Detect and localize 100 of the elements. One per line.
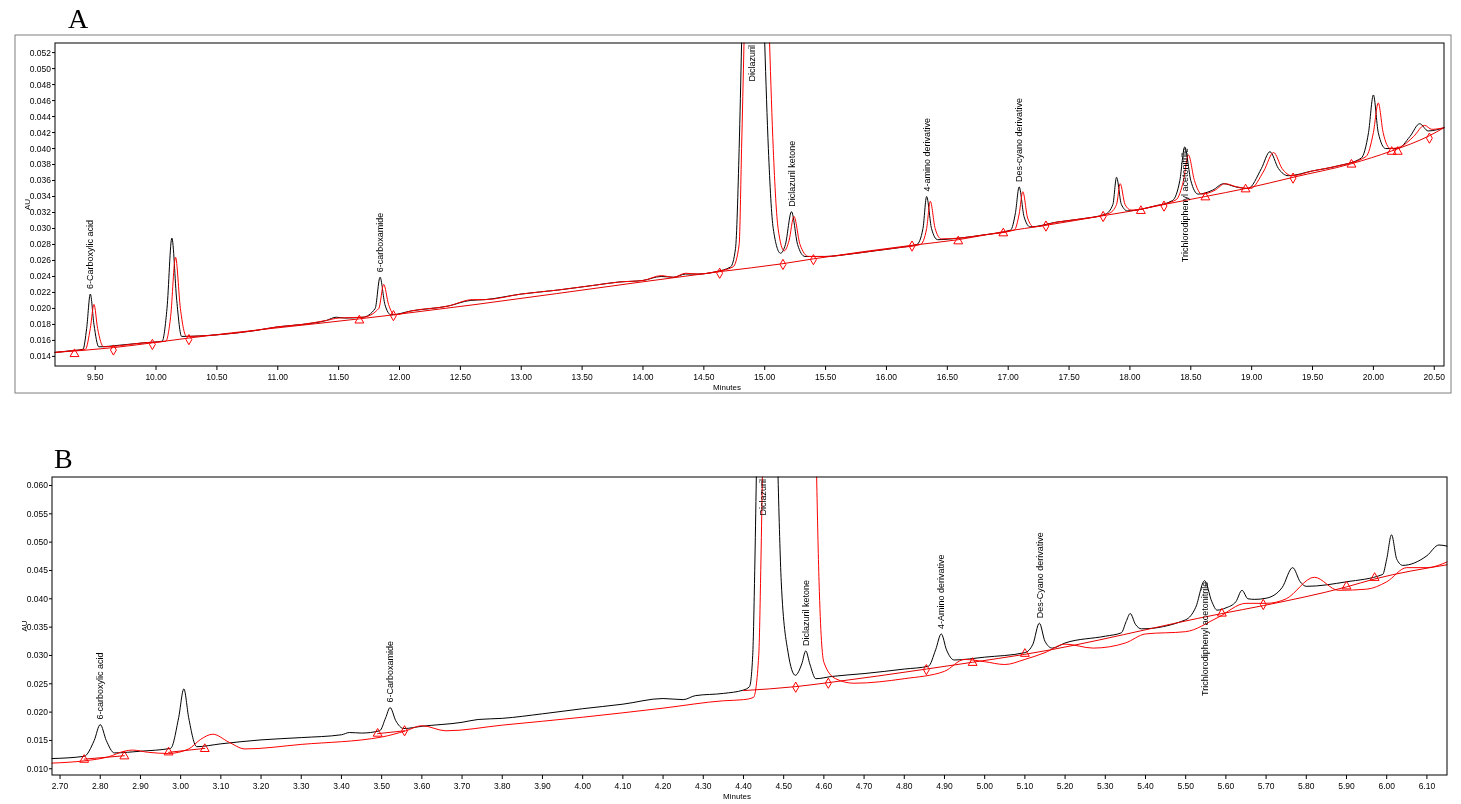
x-tick-label: 3.70	[453, 781, 471, 791]
x-tick-label: 2.80	[91, 781, 109, 791]
annotation: Trichlorodiphenyl acetonitrile	[1199, 581, 1210, 696]
y-tick-label: 0.060	[26, 480, 49, 491]
x-tick-label: 5.60	[1217, 781, 1235, 791]
x-tick-label: 18.50	[1180, 372, 1202, 382]
x-tick-label: 19.00	[1241, 372, 1263, 382]
y-tick-label: 0.050	[29, 63, 52, 74]
x-tick-label: 16.00	[875, 372, 898, 382]
y-tick-label: 0.035	[26, 622, 49, 633]
annotation: 6-carboxamide	[375, 212, 386, 273]
x-tick-label: 4.90	[936, 781, 954, 791]
x-tick-label: 15.50	[814, 372, 837, 382]
x-tick-label: 4.10	[614, 781, 632, 791]
x-tick-label: 13.00	[510, 372, 533, 382]
x-tick-label: 6.10	[1418, 781, 1436, 791]
x-tick-label: 2.70	[51, 781, 69, 791]
x-tick-label: 3.30	[292, 781, 310, 791]
y-tick-label: 0.052	[29, 47, 52, 58]
y-tick-label: 0.020	[26, 707, 49, 718]
x-tick-label: 6.00	[1378, 781, 1396, 791]
x-tick-label: 20.00	[1362, 372, 1385, 382]
y-tick-label: 0.030	[29, 223, 52, 234]
x-tick-label: 3.40	[333, 781, 350, 791]
annotation: Des-Cyano derivative	[1034, 532, 1045, 619]
x-tick-label: 5.90	[1338, 781, 1356, 791]
chart-title: A	[68, 3, 89, 34]
x-tick-label: 4.70	[855, 781, 873, 791]
y-tick-label: 0.028	[29, 239, 52, 250]
annotation: 4-Amino derivative	[936, 554, 947, 629]
x-tick-label: 14.50	[693, 372, 715, 382]
y-tick-label: 0.040	[29, 143, 52, 154]
x-tick-label: 4.20	[654, 781, 672, 791]
x-tick-label: 14.00	[632, 372, 654, 382]
x-tick-label: 13.50	[571, 372, 594, 382]
x-tick-label: 3.00	[172, 781, 190, 791]
x-tick-label: 3.20	[252, 781, 270, 791]
x-tick-label: 17.50	[1058, 372, 1080, 382]
y-tick-label: 0.050	[26, 537, 49, 548]
x-tick-label: 3.60	[413, 781, 431, 791]
x-tick-label: 5.70	[1257, 781, 1275, 791]
y-tick-label: 0.040	[26, 593, 49, 604]
x-tick-label: 5.00	[976, 781, 994, 791]
y-tick-label: 0.032	[29, 207, 52, 218]
y-tick-label: 0.046	[29, 95, 52, 106]
y-tick-label: 0.018	[29, 319, 52, 330]
x-axis-title: Minutes	[712, 383, 742, 392]
y-tick-label: 0.022	[29, 287, 52, 298]
y-tick-label: 0.055	[26, 508, 49, 519]
x-tick-label: 4.30	[694, 781, 712, 791]
x-tick-label: 11.50	[328, 372, 350, 382]
x-tick-label: 4.50	[775, 781, 793, 791]
y-tick-label: 0.010	[26, 763, 49, 774]
x-tick-label: 3.80	[493, 781, 511, 791]
x-tick-label: 16.50	[936, 372, 959, 382]
chart-title: B	[54, 443, 73, 474]
y-tick-label: 0.024	[29, 271, 52, 282]
x-tick-label: 5.10	[1016, 781, 1034, 791]
x-tick-label: 3.90	[534, 781, 551, 791]
y-tick-label: 0.016	[29, 335, 52, 346]
y-tick-label: 0.034	[29, 191, 52, 202]
x-tick-label: 17.00	[997, 372, 1020, 382]
x-tick-label: 4.00	[574, 781, 592, 791]
y-tick-label: 0.025	[26, 678, 49, 689]
x-tick-label: 3.50	[373, 781, 391, 791]
y-tick-label: 0.042	[29, 127, 52, 138]
x-tick-label: 4.80	[896, 781, 913, 791]
y-tick-label: 0.048	[29, 79, 52, 90]
annotation: Diclazuril	[758, 479, 769, 516]
annotation: 6-carboxylic acid	[95, 652, 106, 720]
x-tick-label: 5.80	[1298, 781, 1315, 791]
x-tick-label: 4.60	[815, 781, 833, 791]
y-tick-label: 0.014	[29, 351, 52, 362]
x-tick-label: 15.00	[754, 372, 776, 382]
y-tick-label: 0.026	[29, 255, 52, 266]
x-tick-label: 4.40	[735, 781, 753, 791]
y-tick-label: 0.020	[29, 303, 52, 314]
y-tick-label: 0.015	[26, 735, 49, 746]
x-tick-label: 5.20	[1056, 781, 1074, 791]
x-tick-label: 5.50	[1177, 781, 1195, 791]
annotation: Trichlorodiphenyl acetonitrile	[1179, 147, 1190, 263]
y-tick-label: 0.038	[29, 159, 52, 170]
x-tick-label: 10.50	[206, 372, 228, 382]
x-tick-label: 12.00	[388, 372, 411, 382]
x-tick-label: 18.00	[1119, 372, 1141, 382]
y-tick-label: 0.036	[29, 175, 52, 186]
x-tick-label: 12.50	[449, 372, 472, 382]
annotation: Des-cyano derivative	[1014, 97, 1025, 182]
y-tick-label: 0.044	[29, 111, 52, 122]
x-tick-label: 19.50	[1301, 372, 1324, 382]
annotation: 6-Carboxamide	[385, 641, 396, 703]
annotation: Diclazuril	[747, 45, 758, 82]
x-axis-title: Minutes	[722, 792, 752, 801]
x-tick-label: 11.00	[267, 372, 289, 382]
y-tick-label: 0.030	[26, 650, 49, 661]
annotation: 4-amino derivative	[921, 117, 932, 192]
x-tick-label: 3.10	[212, 781, 230, 791]
y-tick-label: 0.045	[26, 565, 49, 576]
x-tick-label: 5.30	[1097, 781, 1114, 791]
annotation: 6-Carboxylic acid	[85, 220, 96, 290]
